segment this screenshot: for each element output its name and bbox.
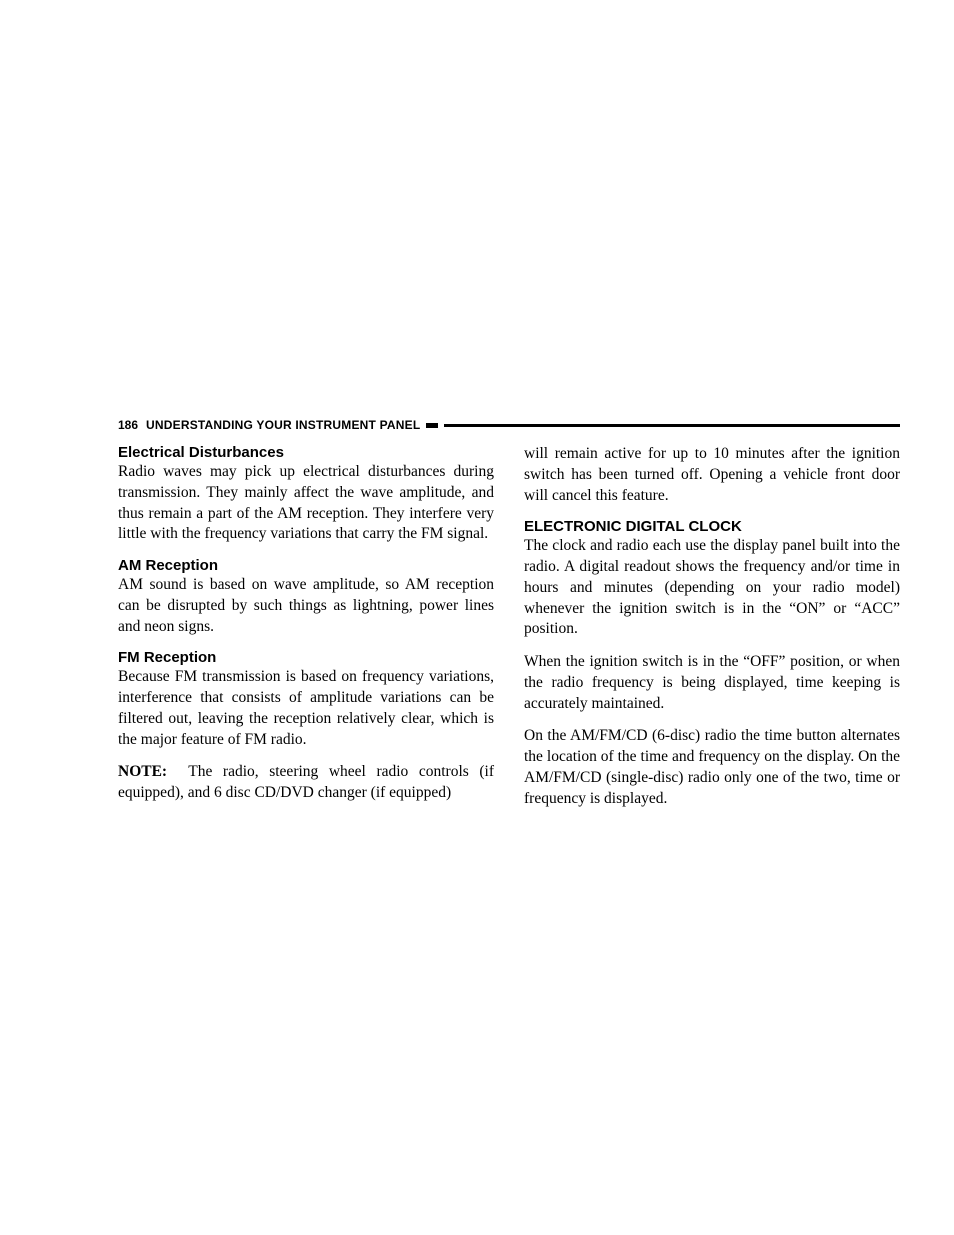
running-header: 186 UNDERSTANDING YOUR INSTRUMENT PANEL <box>118 418 900 432</box>
continuation-paragraph: will remain active for up to 10 minutes … <box>524 444 900 506</box>
rule-short-icon <box>426 423 438 428</box>
section-title: UNDERSTANDING YOUR INSTRUMENT PANEL <box>146 418 420 432</box>
clock-paragraph-3: On the AM/FM/CD (6-disc) radio the time … <box>524 726 900 809</box>
rule-long-icon <box>444 424 900 427</box>
heading-electrical-disturbances: Electrical Disturbances <box>118 444 494 461</box>
manual-page: 186 UNDERSTANDING YOUR INSTRUMENT PANEL … <box>118 418 900 809</box>
note-paragraph: NOTE: The radio, steering wheel radio co… <box>118 762 494 804</box>
clock-paragraph-1: The clock and radio each use the display… <box>524 536 900 640</box>
left-column: Electrical Disturbances Radio waves may … <box>118 440 494 809</box>
body-electrical-disturbances: Radio waves may pick up electrical distu… <box>118 462 494 545</box>
heading-am-reception: AM Reception <box>118 557 494 574</box>
note-label: NOTE: <box>118 763 167 780</box>
clock-paragraph-2: When the ignition switch is in the “OFF”… <box>524 652 900 714</box>
page-number: 186 <box>118 418 138 432</box>
body-am-reception: AM sound is based on wave amplitude, so … <box>118 575 494 637</box>
two-column-layout: Electrical Disturbances Radio waves may … <box>118 440 900 809</box>
heading-fm-reception: FM Reception <box>118 649 494 666</box>
right-column: will remain active for up to 10 minutes … <box>524 440 900 809</box>
body-fm-reception: Because FM transmission is based on freq… <box>118 667 494 750</box>
note-body: The radio, steering wheel radio controls… <box>118 763 494 801</box>
heading-electronic-digital-clock: ELECTRONIC DIGITAL CLOCK <box>524 518 900 535</box>
